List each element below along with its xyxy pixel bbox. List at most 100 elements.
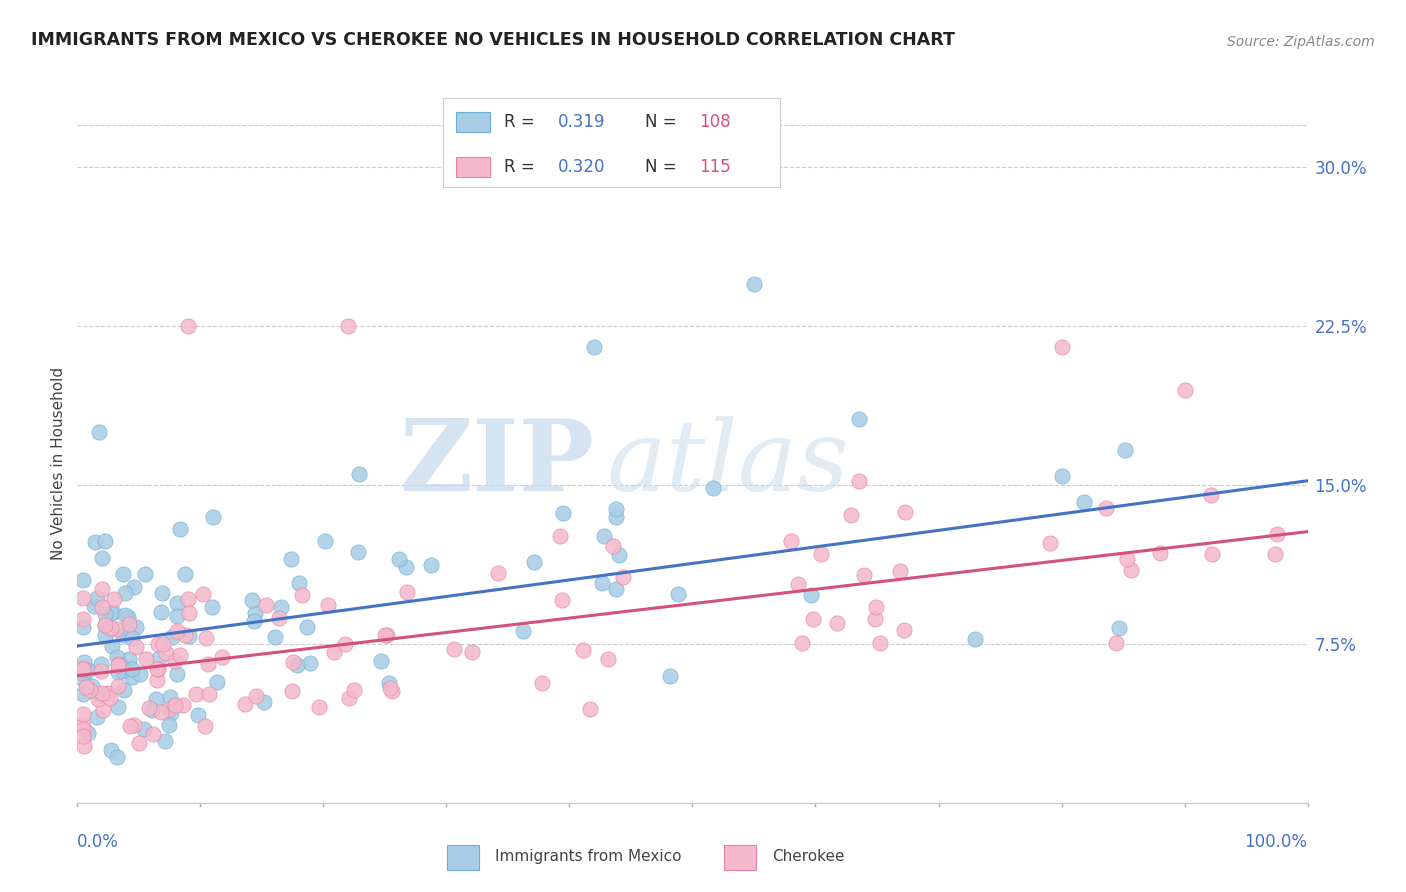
Point <box>103 592 125 607</box>
Point <box>104 622 127 636</box>
Text: N =: N = <box>645 158 682 176</box>
Point <box>591 576 613 591</box>
Point <box>308 700 330 714</box>
Point <box>129 667 152 681</box>
Point <box>101 606 124 620</box>
Point <box>810 547 832 561</box>
Point <box>605 582 627 596</box>
Point <box>169 522 191 536</box>
Point <box>240 593 263 607</box>
Text: 0.0%: 0.0% <box>77 833 120 851</box>
Point <box>166 667 188 681</box>
Point <box>443 642 465 657</box>
Point <box>72 666 94 681</box>
Point <box>486 566 509 580</box>
Point <box>298 656 321 670</box>
Point <box>378 681 401 695</box>
Point <box>173 628 195 642</box>
Point <box>865 611 887 625</box>
Point <box>105 749 128 764</box>
Point <box>779 534 801 549</box>
Point <box>283 655 305 669</box>
Text: IMMIGRANTS FROM MEXICO VS CHEROKEE NO VEHICLES IN HOUSEHOLD CORRELATION CHART: IMMIGRANTS FROM MEXICO VS CHEROKEE NO VE… <box>31 31 955 49</box>
Point <box>605 509 627 524</box>
Point <box>550 529 572 543</box>
Point <box>291 588 314 602</box>
Point <box>342 682 364 697</box>
Point <box>86 709 108 723</box>
Point <box>1073 495 1095 509</box>
Point <box>243 614 266 628</box>
Point <box>121 631 143 645</box>
Point <box>148 651 170 665</box>
Point <box>75 680 97 694</box>
Point <box>198 687 221 701</box>
Point <box>146 673 169 688</box>
Point <box>1115 551 1137 566</box>
Point <box>666 587 689 601</box>
Point <box>243 606 266 620</box>
Point <box>801 611 824 625</box>
Point <box>375 628 398 642</box>
Point <box>100 639 122 653</box>
Point <box>146 662 169 676</box>
Point <box>370 654 392 668</box>
Point <box>155 646 177 660</box>
Point <box>87 692 110 706</box>
Point <box>90 686 112 700</box>
Point <box>160 706 183 720</box>
Point <box>460 645 482 659</box>
Text: Cherokee: Cherokee <box>772 849 845 863</box>
Point <box>118 652 141 666</box>
Point <box>177 319 200 334</box>
Point <box>91 551 114 566</box>
Point <box>122 718 145 732</box>
Point <box>107 700 129 714</box>
Point <box>107 657 129 671</box>
Point <box>98 622 121 636</box>
FancyBboxPatch shape <box>447 846 478 870</box>
Point <box>73 739 96 753</box>
Point <box>1114 442 1136 457</box>
Point <box>269 611 291 625</box>
Point <box>395 585 418 599</box>
Point <box>111 660 134 674</box>
Y-axis label: No Vehicles in Household: No Vehicles in Household <box>51 368 66 560</box>
Text: R =: R = <box>503 158 540 176</box>
Point <box>253 695 276 709</box>
Point <box>865 600 887 615</box>
Point <box>72 717 94 731</box>
Text: atlas: atlas <box>606 417 849 511</box>
Point <box>177 606 200 620</box>
Text: ZIP: ZIP <box>399 416 595 512</box>
Point <box>1265 527 1288 541</box>
Point <box>825 616 848 631</box>
Point <box>205 675 228 690</box>
Text: 0.320: 0.320 <box>558 158 605 176</box>
Point <box>84 534 107 549</box>
Point <box>150 605 173 619</box>
Point <box>112 682 135 697</box>
Point <box>134 567 156 582</box>
Point <box>381 684 404 698</box>
Point <box>73 655 96 669</box>
Point <box>197 657 219 672</box>
Point <box>94 618 117 632</box>
Point <box>72 672 94 686</box>
Text: 115: 115 <box>699 158 731 176</box>
Point <box>787 577 810 591</box>
Point <box>347 545 370 559</box>
Point <box>91 703 114 717</box>
Point <box>76 726 98 740</box>
Point <box>607 549 630 563</box>
Text: 108: 108 <box>699 113 731 131</box>
Point <box>285 658 308 673</box>
Point <box>378 675 401 690</box>
Point <box>612 570 634 584</box>
Point <box>112 566 135 581</box>
Point <box>605 502 627 516</box>
Point <box>72 729 94 743</box>
Point <box>72 687 94 701</box>
Point <box>115 624 138 639</box>
Point <box>1050 469 1073 483</box>
